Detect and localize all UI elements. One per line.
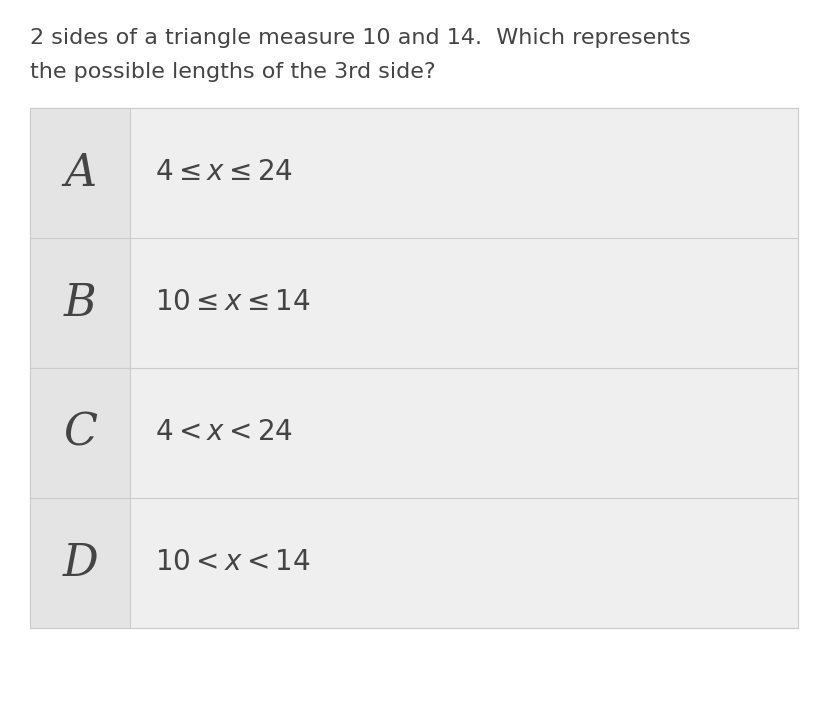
Bar [30, 368, 130, 498]
Bar [30, 498, 130, 628]
Text: C: C [63, 412, 97, 455]
Bar [30, 108, 797, 628]
Bar [30, 108, 130, 238]
Text: D: D [62, 542, 98, 585]
Text: $10 \leq x \leq 14$: $10 \leq x \leq 14$ [155, 290, 310, 316]
Text: $4 < x < 24$: $4 < x < 24$ [155, 419, 293, 446]
Text: A: A [64, 152, 96, 195]
Text: B: B [64, 282, 96, 325]
Bar [30, 238, 130, 368]
Text: 2 sides of a triangle measure 10 and 14.  Which represents: 2 sides of a triangle measure 10 and 14.… [30, 28, 690, 48]
Text: $4 \leq x \leq 24$: $4 \leq x \leq 24$ [155, 160, 293, 186]
Text: $10 < x < 14$: $10 < x < 14$ [155, 549, 310, 576]
Text: the possible lengths of the 3rd side?: the possible lengths of the 3rd side? [30, 62, 435, 82]
Bar [30, 108, 797, 628]
